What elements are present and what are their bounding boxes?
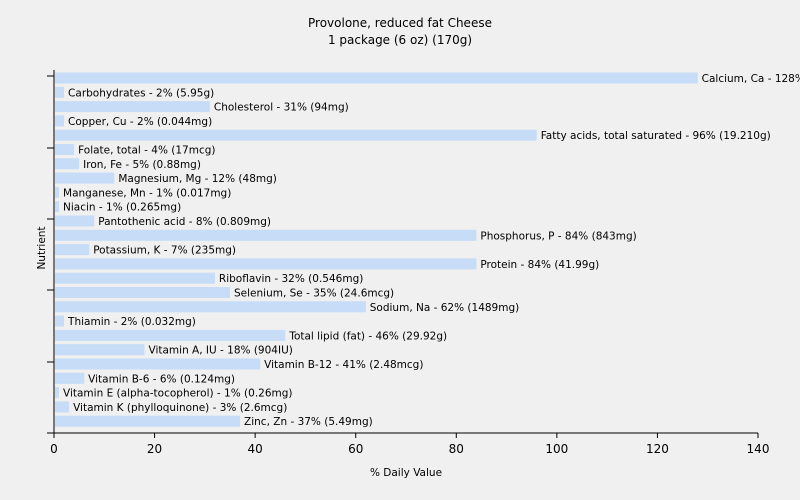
bar-label: Pantothenic acid - 8% (0.809mg) (98, 216, 271, 228)
bar-label: Potassium, K - 7% (235mg) (93, 245, 236, 257)
bar (55, 401, 70, 413)
bar (55, 115, 65, 127)
bar (55, 186, 59, 198)
x-tick-label: 0 (50, 442, 58, 456)
bar-label: Zinc, Zn - 37% (5.49mg) (244, 416, 373, 428)
bar-label: Vitamin K (phylloquinone) - 3% (2.6mcg) (73, 402, 287, 414)
y-axis-label: Nutrient (36, 226, 48, 269)
bar-label: Copper, Cu - 2% (0.044mg) (68, 116, 212, 128)
bar-label: Total lipid (fat) - 46% (29.92g) (288, 330, 447, 342)
x-tick-label: 20 (147, 442, 162, 456)
bar-label: Vitamin E (alpha-tocopherol) - 1% (0.26m… (63, 388, 293, 400)
x-tick-label: 140 (747, 442, 770, 456)
bar (55, 158, 80, 170)
bar-label: Iron, Fe - 5% (0.88mg) (83, 159, 201, 171)
bar (55, 229, 477, 241)
bar (55, 372, 85, 384)
x-tick-label: 40 (248, 442, 263, 456)
bar (55, 301, 366, 313)
bar-label: Calcium, Ca - 128% (1285mg) (702, 73, 800, 85)
x-tick-label: 60 (348, 442, 363, 456)
bars-group: Calcium, Ca - 128% (1285mg) Carbohydrates… (55, 72, 800, 428)
bar-label: Thiamin - 2% (0.032mg) (67, 316, 196, 328)
bar (55, 329, 286, 341)
bar-label: Selenium, Se - 35% (24.6mcg) (234, 288, 394, 300)
bar-label: Carbohydrates - 2% (5.95g) (68, 87, 214, 99)
x-tick-label: 120 (646, 442, 669, 456)
axes-group: 0 20 40 60 80 100 120 140 (47, 70, 769, 456)
bar (55, 144, 75, 155)
bar (55, 86, 65, 98)
bar (55, 272, 215, 284)
bar (55, 215, 95, 227)
bar (55, 415, 241, 427)
bar (55, 72, 698, 84)
bar-label: Folate, total - 4% (17mcg) (78, 145, 215, 157)
bar-label: Protein - 84% (41.99g) (480, 259, 599, 271)
bar (55, 129, 537, 141)
x-axis-label: % Daily Value (370, 467, 442, 479)
x-tick-label: 100 (545, 442, 568, 456)
bar-label: Manganese, Mn - 1% (0.017mg) (63, 187, 231, 199)
bar (55, 101, 210, 113)
bar-label: Sodium, Na - 62% (1489mg) (370, 302, 519, 314)
bar (55, 387, 59, 399)
chart-subtitle: 1 package (6 oz) (170g) (328, 33, 472, 47)
bar-label: Fatty acids, total saturated - 96% (19.2… (541, 130, 771, 142)
bar-label: Vitamin B-12 - 41% (2.48mcg) (264, 359, 423, 371)
bar (55, 315, 65, 327)
bar (55, 172, 115, 184)
bar (55, 287, 230, 298)
bar-label: Vitamin B-6 - 6% (0.124mg) (88, 373, 235, 385)
chart-title: Provolone, reduced fat Cheese (308, 16, 492, 30)
bar (55, 358, 261, 370)
bar (55, 244, 90, 256)
bar-label: Magnesium, Mg - 12% (48mg) (118, 173, 277, 185)
bar-label: Riboflavin - 32% (0.546mg) (219, 273, 363, 285)
bar-label: Niacin - 1% (0.265mg) (63, 202, 181, 214)
bar (55, 258, 477, 270)
bar-label: Cholesterol - 31% (94mg) (214, 102, 349, 114)
bar-label: Phosphorus, P - 84% (843mg) (480, 230, 636, 242)
bar (55, 201, 59, 213)
bar (55, 344, 145, 356)
bar-label: Vitamin A, IU - 18% (904IU) (149, 345, 293, 357)
x-tick-label: 80 (449, 442, 464, 456)
